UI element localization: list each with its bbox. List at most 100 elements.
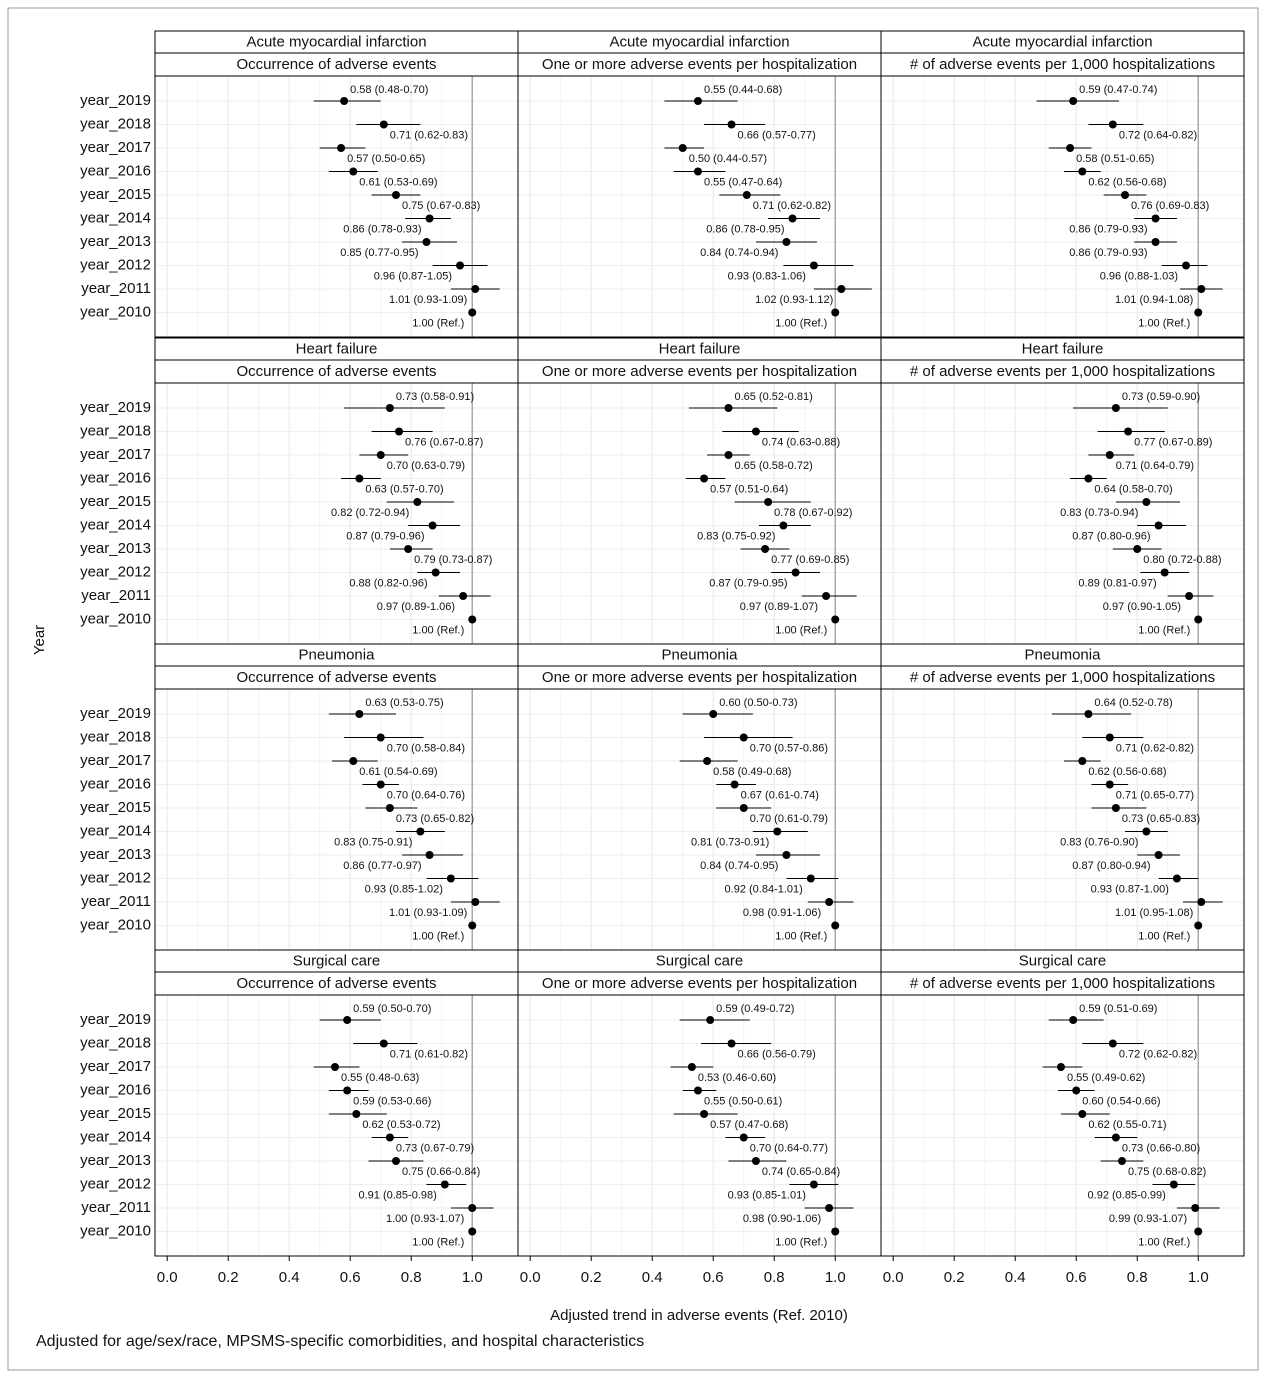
value-label: 0.84 (0.74-0.94) [700, 247, 778, 259]
value-label: 0.97 (0.90-1.05) [1103, 601, 1181, 613]
point [809, 261, 818, 270]
value-label: 0.74 (0.65-0.84) [762, 1166, 840, 1178]
value-label: 1.01 (0.93-1.09) [389, 907, 467, 919]
y-tick-label: year_2016 [80, 775, 151, 792]
point [788, 214, 797, 223]
value-label: 1.01 (0.95-1.08) [1115, 907, 1193, 919]
point [1111, 804, 1120, 812]
value-label: 0.97 (0.89-1.06) [377, 601, 455, 613]
point [459, 592, 468, 600]
value-label: 0.86 (0.79-0.93) [1069, 223, 1147, 235]
point [1172, 874, 1181, 883]
y-tick-label: year_2019 [80, 1011, 151, 1028]
value-label: 1.00 (Ref.) [775, 930, 827, 942]
point [1142, 827, 1151, 836]
value-label: 0.75 (0.68-0.82) [1128, 1166, 1206, 1178]
point [343, 1086, 352, 1095]
point [1160, 568, 1169, 577]
x-tick-label: 0.6 [703, 1269, 724, 1286]
value-label: 0.83 (0.76-0.90) [1060, 836, 1138, 848]
facet-title: Pneumonia [299, 646, 376, 663]
y-tick-label: year_2013 [80, 846, 151, 863]
x-tick-label: 0.0 [520, 1269, 541, 1286]
facet-subtitle: Occurrence of adverse events [236, 56, 436, 73]
value-label: 0.82 (0.72-0.94) [331, 507, 409, 519]
point [1117, 1157, 1126, 1165]
y-tick-label: year_2013 [80, 233, 151, 250]
x-tick-label: 0.2 [944, 1269, 965, 1286]
value-label: 0.77 (0.67-0.89) [1134, 436, 1212, 448]
value-label: 0.87 (0.80-0.96) [1072, 530, 1150, 542]
facet-subtitle: # of adverse events per 1,000 hospitaliz… [910, 975, 1215, 992]
point [782, 238, 791, 246]
point [727, 1039, 736, 1048]
facet-title: Acute myocardial infarction [609, 33, 789, 50]
value-label: 0.67 (0.61-0.74) [741, 789, 819, 801]
value-label: 0.66 (0.56-0.79) [738, 1048, 816, 1060]
point [416, 827, 425, 836]
point [831, 615, 840, 624]
point [1078, 757, 1087, 765]
value-label: 0.59 (0.51-0.69) [1079, 1003, 1157, 1015]
facet-subtitle: One or more adverse events per hospitali… [542, 56, 857, 73]
x-axis-label: Adjusted trend in adverse events (Ref. 2… [550, 1307, 848, 1324]
value-label: 0.74 (0.63-0.88) [762, 436, 840, 448]
value-label: 0.81 (0.73-0.91) [691, 836, 769, 848]
value-label: 0.87 (0.79-0.96) [346, 530, 424, 542]
value-label: 0.59 (0.53-0.66) [353, 1095, 431, 1107]
x-tick-label: 0.4 [279, 1269, 300, 1286]
value-label: 0.73 (0.65-0.83) [1122, 813, 1200, 825]
point [349, 757, 358, 765]
value-label: 1.00 (Ref.) [412, 930, 464, 942]
value-label: 1.00 (Ref.) [1138, 624, 1190, 636]
value-label: 0.83 (0.75-0.91) [334, 836, 412, 848]
point [1197, 285, 1206, 293]
point [761, 545, 770, 553]
y-tick-label: year_2014 [80, 516, 151, 533]
y-tick-label: year_2015 [80, 186, 151, 203]
y-tick-label: year_2010 [80, 1222, 151, 1239]
value-label: 0.61 (0.53-0.69) [359, 176, 437, 188]
facet-subtitle: One or more adverse events per hospitali… [542, 669, 857, 686]
point [1142, 498, 1151, 506]
point [1078, 167, 1087, 176]
x-tick-label: 1.0 [825, 1269, 846, 1286]
point [678, 144, 687, 152]
point [1108, 120, 1117, 129]
point [693, 97, 702, 105]
point [471, 898, 480, 906]
y-tick-label: year_2010 [80, 610, 151, 627]
y-tick-label: year_2011 [81, 1199, 151, 1216]
value-label: 0.63 (0.53-0.75) [365, 697, 443, 709]
point [468, 921, 477, 930]
point [831, 921, 840, 930]
point [1108, 1039, 1117, 1048]
point [1069, 1016, 1078, 1024]
value-label: 0.98 (0.90-1.06) [743, 1213, 821, 1225]
frame [7, 7, 1259, 1371]
value-label: 0.64 (0.52-0.78) [1094, 697, 1172, 709]
value-label: 0.99 (0.93-1.07) [1109, 1213, 1187, 1225]
value-label: 0.57 (0.51-0.64) [710, 483, 788, 495]
value-label: 0.66 (0.57-0.77) [738, 129, 816, 141]
point [693, 1086, 702, 1095]
point [739, 804, 748, 812]
point [1194, 921, 1203, 930]
value-label: 0.57 (0.50-0.65) [347, 153, 425, 165]
value-label: 0.55 (0.49-0.62) [1067, 1072, 1145, 1084]
y-tick-label: year_2016 [80, 1081, 151, 1098]
y-tick-label: year_2010 [80, 916, 151, 933]
value-label: 1.00 (Ref.) [1138, 1236, 1190, 1248]
point [1105, 733, 1114, 742]
point [385, 804, 394, 812]
point [337, 144, 346, 152]
point [1191, 1204, 1200, 1212]
value-label: 0.88 (0.82-0.96) [349, 577, 427, 589]
value-label: 0.50 (0.44-0.57) [689, 153, 767, 165]
value-label: 1.00 (0.93-1.07) [386, 1213, 464, 1225]
value-label: 1.02 (0.93-1.12) [755, 294, 833, 306]
point [1151, 238, 1160, 246]
x-tick-label: 0.0 [883, 1269, 904, 1286]
y-tick-label: year_2017 [80, 446, 151, 463]
